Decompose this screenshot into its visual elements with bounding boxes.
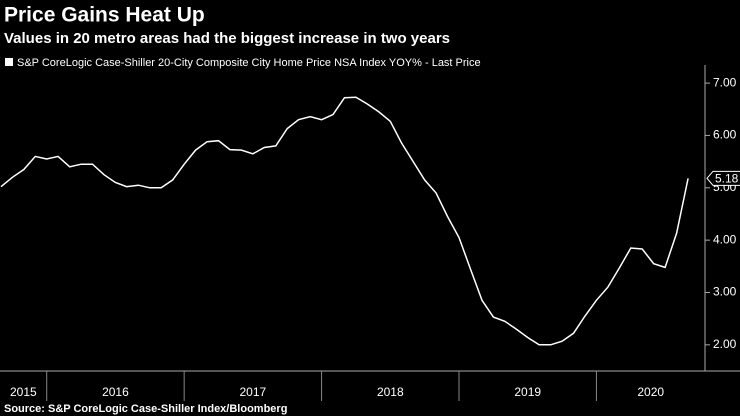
x-tick-label: 2015 [10, 385, 37, 399]
legend-label: S&P CoreLogic Case-Shiller 20-City Compo… [17, 57, 481, 69]
y-tick-label: 3.00 [713, 285, 737, 299]
last-value-label: 5.18 [715, 172, 739, 186]
y-tick-label: 2.00 [713, 337, 737, 351]
legend-swatch [5, 58, 13, 66]
x-tick-label: 2017 [240, 385, 267, 399]
y-tick-label: 6.00 [713, 128, 737, 142]
last-value-box [706, 170, 740, 186]
chart-title: Price Gains Heat Up [4, 4, 205, 27]
source: Source: S&P CoreLogic Case-Shiller Index… [4, 403, 287, 415]
chart-subtitle: Values in 20 metro areas had the biggest… [4, 30, 450, 47]
x-tick-label: 2016 [102, 385, 129, 399]
y-tick-label: 4.00 [713, 232, 737, 246]
series-line [0, 96, 689, 346]
x-tick-label: 2019 [514, 385, 541, 399]
x-tick-label: 2018 [377, 385, 404, 399]
y-tick-label: 7.00 [713, 75, 737, 89]
x-tick-label: 2020 [637, 385, 664, 399]
